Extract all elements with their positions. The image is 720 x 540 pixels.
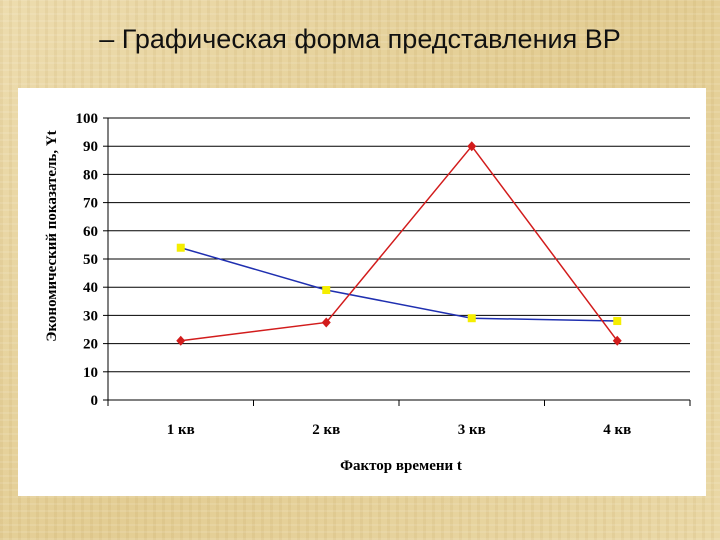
data-point-diamond <box>467 141 477 152</box>
y-tick-label: 10 <box>83 365 98 381</box>
y-tick-label: 80 <box>83 167 98 183</box>
y-tick-label: 40 <box>83 280 98 296</box>
series-lines <box>180 144 618 342</box>
y-axis-title: Экономический показатель, Yt <box>44 130 60 341</box>
x-tick-label: 4 кв <box>603 422 631 438</box>
series-markers <box>176 141 622 346</box>
data-point-diamond <box>321 317 331 328</box>
x-tick-label: 2 кв <box>312 422 340 438</box>
x-tick-label: 3 кв <box>458 422 486 438</box>
slide-title: – Графическая форма представления ВР <box>99 24 621 54</box>
y-tick-label: 60 <box>83 224 98 240</box>
y-tick-labels: 0 10 20 30 40 50 60 70 80 90 100 <box>76 111 99 409</box>
data-point-square <box>613 317 622 326</box>
axes <box>103 117 691 406</box>
y-tick-label: 50 <box>83 252 98 268</box>
data-point-diamond <box>176 335 186 346</box>
gridlines <box>108 117 690 373</box>
y-tick-label: 30 <box>83 308 98 324</box>
data-point-square <box>176 243 185 252</box>
x-tick-labels: 1 кв 2 кв 3 кв 4 кв <box>167 422 632 438</box>
y-tick-label: 90 <box>83 139 98 155</box>
data-point-square <box>467 314 476 323</box>
data-point-square <box>322 286 331 295</box>
x-axis-title: Фактор времени t <box>340 458 462 474</box>
chart-panel: 0 10 20 30 40 50 60 70 80 90 100 1 кв 2 кв 3 кв 4 кв … <box>18 88 706 496</box>
y-tick-label: 0 <box>91 393 99 409</box>
series-line-2 <box>180 144 618 342</box>
y-tick-label: 70 <box>83 196 98 212</box>
y-tick-label: 100 <box>76 111 99 127</box>
x-tick-label: 1 кв <box>167 422 195 438</box>
series-line-1 <box>180 246 618 322</box>
data-point-diamond <box>612 335 622 346</box>
y-tick-label: 20 <box>83 337 98 353</box>
